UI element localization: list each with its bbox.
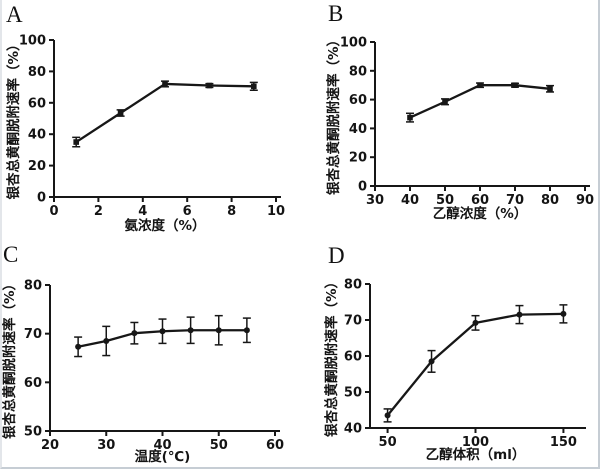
panel-b-letter: B bbox=[328, 1, 344, 26]
svg-text:40: 40 bbox=[344, 422, 362, 437]
svg-text:10: 10 bbox=[267, 204, 285, 219]
panel-d-letter: D bbox=[328, 243, 345, 268]
svg-text:60: 60 bbox=[471, 193, 489, 208]
svg-text:90: 90 bbox=[576, 193, 594, 208]
svg-text:60: 60 bbox=[349, 93, 367, 108]
svg-text:银杏总黄酮脱附速率（%）: 银杏总黄酮脱附速率（%） bbox=[5, 37, 22, 199]
svg-text:50: 50 bbox=[436, 193, 454, 208]
svg-text:60: 60 bbox=[266, 438, 284, 453]
svg-text:100: 100 bbox=[340, 36, 367, 51]
svg-text:50: 50 bbox=[379, 435, 397, 450]
svg-text:80: 80 bbox=[24, 279, 42, 294]
svg-text:4: 4 bbox=[138, 204, 147, 219]
svg-text:80: 80 bbox=[28, 65, 46, 80]
svg-text:温度(℃): 温度(℃) bbox=[135, 448, 191, 465]
svg-text:20: 20 bbox=[41, 438, 59, 453]
svg-text:50: 50 bbox=[24, 425, 42, 440]
svg-text:40: 40 bbox=[153, 438, 171, 453]
panel-a: A 0 20 40 60 80 100 0 2 4 6 8 10 氨浓度（%） 银杏总黄酮脱附速率（%） bbox=[2, 0, 302, 235]
panel-c-chart: 50 60 70 80 20 30 40 50 60 温度(℃) 银杏总黄酮脱附速率（%） bbox=[2, 277, 284, 465]
panel-b: B 0 20 40 60 80 100 30 40 50 60 70 80 90 乙醇浓度（%） 银杏总黄酮… bbox=[300, 0, 598, 235]
svg-text:30: 30 bbox=[97, 438, 115, 453]
panel-a-chart: 0 20 40 60 80 100 0 2 4 6 8 10 氨浓度（%） 银杏总黄酮脱附速率（%） bbox=[5, 34, 285, 235]
svg-text:80: 80 bbox=[541, 193, 559, 208]
svg-text:70: 70 bbox=[506, 193, 524, 208]
svg-text:60: 60 bbox=[24, 376, 42, 391]
svg-text:150: 150 bbox=[550, 435, 577, 450]
svg-text:乙醇体积（ml）: 乙醇体积（ml） bbox=[426, 446, 526, 463]
svg-text:8: 8 bbox=[227, 204, 236, 219]
svg-text:40: 40 bbox=[28, 128, 46, 143]
svg-text:70: 70 bbox=[344, 314, 362, 329]
svg-text:80: 80 bbox=[344, 278, 362, 293]
svg-text:6: 6 bbox=[183, 204, 192, 219]
svg-text:2: 2 bbox=[94, 204, 103, 219]
svg-text:50: 50 bbox=[344, 386, 362, 401]
svg-text:银杏总黄酮脱附速率（%）: 银杏总黄酮脱附速率（%） bbox=[325, 33, 342, 195]
svg-text:40: 40 bbox=[401, 193, 419, 208]
svg-text:银杏总黄酮脱附速率（%）: 银杏总黄酮脱附速率（%） bbox=[323, 275, 340, 437]
panel-d: D 40 50 60 70 80 50 100 150 乙醇体积（ml） 银杏总黄酮脱附速率（%） bbox=[300, 234, 598, 467]
svg-text:60: 60 bbox=[344, 350, 362, 365]
panel-b-chart: 0 20 40 60 80 100 30 40 50 60 70 80 90 乙醇浓度（%） 银杏总黄酮脱附… bbox=[325, 33, 594, 222]
svg-text:100: 100 bbox=[19, 34, 46, 49]
svg-text:银杏总黄酮脱附速率（%）: 银杏总黄酮脱附速率（%） bbox=[2, 277, 18, 439]
svg-text:60: 60 bbox=[28, 96, 46, 111]
svg-text:30: 30 bbox=[366, 193, 384, 208]
svg-text:40: 40 bbox=[349, 122, 367, 137]
svg-text:100: 100 bbox=[462, 435, 489, 450]
panel-c-letter: C bbox=[3, 242, 19, 267]
panel-a-letter: A bbox=[6, 2, 23, 27]
svg-text:乙醇浓度（%）: 乙醇浓度（%） bbox=[433, 205, 528, 222]
panel-c: C 50 60 70 80 20 30 40 50 60 温度(℃) 银杏总黄酮脱附速率（%） bbox=[2, 234, 302, 467]
panel-d-chart: 40 50 60 70 80 50 100 150 乙醇体积（ml） 银杏总黄酮脱附速率（%） bbox=[323, 275, 586, 463]
svg-text:70: 70 bbox=[24, 327, 42, 342]
svg-text:20: 20 bbox=[28, 159, 46, 174]
svg-text:0: 0 bbox=[37, 191, 46, 206]
svg-text:20: 20 bbox=[349, 151, 367, 166]
svg-text:0: 0 bbox=[49, 204, 58, 219]
svg-text:0: 0 bbox=[358, 180, 367, 195]
svg-text:氨浓度（%）: 氨浓度（%） bbox=[124, 217, 205, 234]
svg-text:50: 50 bbox=[210, 438, 228, 453]
svg-text:80: 80 bbox=[349, 64, 367, 79]
